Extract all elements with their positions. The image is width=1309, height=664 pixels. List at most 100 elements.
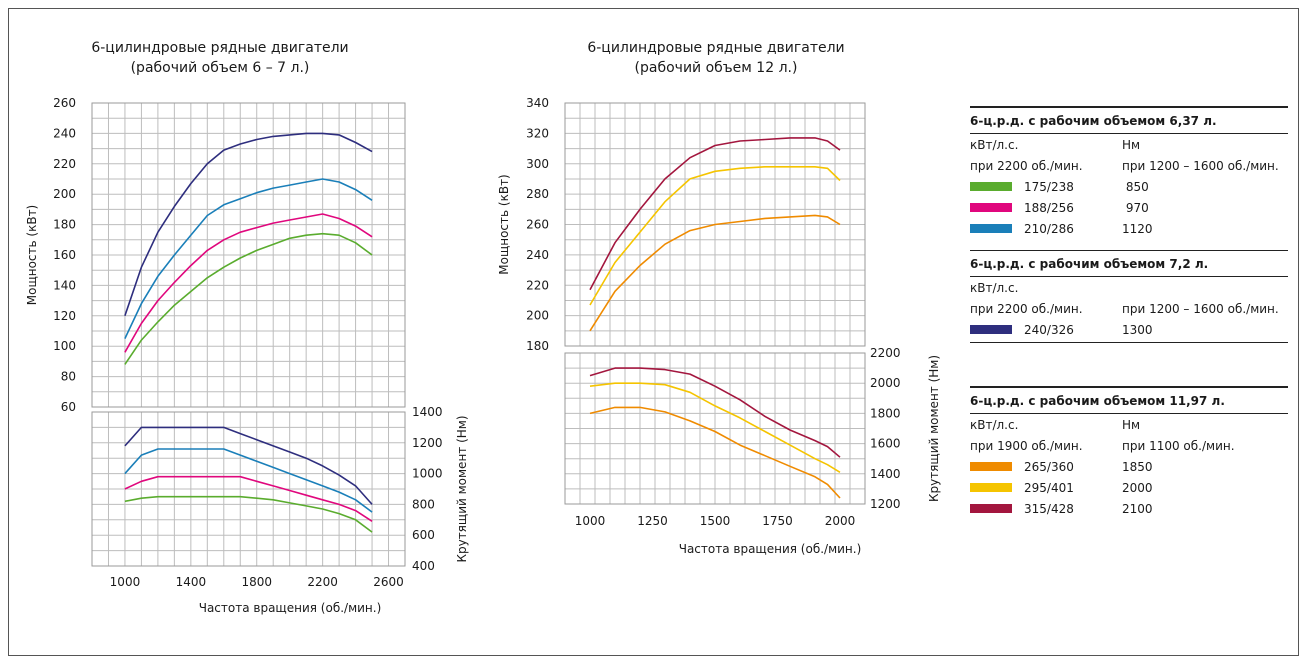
y-tick-label: 260 (53, 96, 76, 110)
legend-unit-power: кВт/л.с. (970, 280, 1019, 295)
power-series-line (124, 132, 373, 317)
legend-swatch (970, 325, 1012, 334)
torque-series-line (124, 475, 373, 522)
y-tick-label: 80 (61, 370, 76, 384)
x-tick-label: 1750 (762, 514, 793, 528)
legend-block-1: 6-ц.р.д. с рабочим объемом 6,37 л. кВт/л… (970, 106, 1288, 239)
y-tick-label: 60 (61, 400, 76, 414)
power-series-line (589, 137, 841, 291)
legend-entry: 265/360 1850 (970, 456, 1288, 477)
y-tick-label: 240 (526, 248, 549, 262)
figure-frame (8, 8, 1299, 656)
legend-swatch (970, 462, 1012, 471)
torque-panel-border (564, 352, 866, 505)
y-tick-label-right: 800 (412, 497, 435, 511)
x-axis-label: Частота вращения (об./мин.) (199, 601, 382, 615)
legend-swatch (970, 203, 1012, 212)
legend-cond-torque: при 1200 – 1600 об./мин. (1122, 301, 1279, 316)
y-tick-label-right: 1000 (412, 467, 443, 481)
torque-series-line (124, 448, 373, 513)
y-tick-label-right: 1200 (870, 497, 901, 511)
torque-series-line (589, 406, 841, 499)
legend-units-row: кВт/л.с. Нм (970, 134, 1288, 155)
power-series-line (589, 214, 841, 332)
y-tick-label: 260 (526, 218, 549, 232)
y-tick-label: 300 (526, 157, 549, 171)
torque-series-line (589, 367, 841, 458)
y-tick-label: 100 (53, 339, 76, 353)
y-axis-label: Мощность (кВт) (25, 205, 39, 306)
legend-entry: 210/286 1120 (970, 218, 1288, 239)
y-tick-label-right: 600 (412, 528, 435, 542)
power-series-line (589, 166, 841, 306)
y-tick-label: 220 (53, 157, 76, 171)
y-tick-label: 280 (526, 187, 549, 201)
legend-cond-row: при 2200 об./мин. при 1200 – 1600 об./ми… (970, 298, 1288, 319)
y-tick-label: 340 (526, 96, 549, 110)
legend-entry: 188/256 970 (970, 197, 1288, 218)
legend-power: 315/428 (1024, 501, 1074, 516)
y-tick-label: 320 (526, 126, 549, 140)
legend-swatch (970, 504, 1012, 513)
power-series-line (124, 232, 373, 365)
y-tick-label: 220 (526, 278, 549, 292)
legend-title: 6-ц.р.д. с рабочим объемом 7,2 л. (970, 250, 1288, 277)
y-tick-label: 200 (53, 187, 76, 201)
y-tick-label: 200 (526, 309, 549, 323)
power-series-line (124, 178, 373, 339)
torque-panel-border (91, 411, 406, 567)
x-axis-label: Частота вращения (об./мин.) (679, 542, 862, 556)
torque-series-line (589, 382, 841, 473)
x-tick-label: 2200 (307, 575, 338, 589)
chart-title: 6-цилиндровые рядные двигатели (587, 40, 844, 56)
chart-subtitle: (рабочий объем 6 – 7 л.) (131, 60, 310, 76)
legend-power: 265/360 (1024, 459, 1074, 474)
legend-unit-power: кВт/л.с. (970, 137, 1019, 152)
legend-power: 295/401 (1024, 480, 1074, 495)
y-tick-label-right: 1400 (870, 467, 901, 481)
power-series-line (124, 213, 373, 353)
legend-torque: 850 (1122, 179, 1149, 194)
legend-torque: 1850 (1122, 459, 1153, 474)
y-tick-label-right: 1200 (412, 436, 443, 450)
legend-entry: 295/401 2000 (970, 477, 1288, 498)
legend-cond-power: при 2200 об./мин. (970, 158, 1083, 173)
legend-swatch (970, 483, 1012, 492)
legend-cond-torque: при 1200 – 1600 об./мин. (1122, 158, 1279, 173)
y-tick-label: 120 (53, 309, 76, 323)
power-panel-border (91, 102, 406, 408)
legend-unit-power: кВт/л.с. (970, 417, 1019, 432)
legend-entry: 240/326 1300 (970, 319, 1288, 340)
y-tick-label-right: 400 (412, 559, 435, 573)
legend-title: 6-ц.р.д. с рабочим объемом 11,97 л. (970, 386, 1288, 414)
y-tick-label: 160 (53, 248, 76, 262)
legend-block-2: 6-ц.р.д. с рабочим объемом 7,2 л. кВт/л.… (970, 250, 1288, 343)
x-tick-label: 1500 (700, 514, 731, 528)
y-tick-label-right: 1600 (870, 437, 901, 451)
legend-torque: 970 (1122, 200, 1149, 215)
torque-series-line (124, 426, 373, 505)
y-tick-label-right: 1400 (412, 405, 443, 419)
legend-cond-power: при 1900 об./мин. (970, 438, 1083, 453)
legend-units-row: кВт/л.с. Нм (970, 414, 1288, 435)
y-axis-label: Мощность (кВт) (497, 174, 511, 275)
y-tick-label: 180 (53, 218, 76, 232)
y-tick-label: 240 (53, 126, 76, 140)
legend-swatch (970, 182, 1012, 191)
legend-torque: 1300 (1122, 322, 1153, 337)
legend-unit-torque: Нм (1122, 137, 1141, 152)
y-tick-label: 140 (53, 278, 76, 292)
legend-cond-torque: при 1100 об./мин. (1122, 438, 1235, 453)
legend-torque: 1120 (1122, 221, 1153, 236)
legend-cond-row: при 2200 об./мин. при 1200 – 1600 об./ми… (970, 155, 1288, 176)
legend-unit-torque: Нм (1122, 417, 1141, 432)
legend-cond-row: при 1900 об./мин. при 1100 об./мин. (970, 435, 1288, 456)
legend-power: 188/256 (1024, 200, 1074, 215)
legend-swatch (970, 224, 1012, 233)
legend-entry: 315/428 2100 (970, 498, 1288, 519)
x-tick-label: 1800 (241, 575, 272, 589)
legend-block-3: 6-ц.р.д. с рабочим объемом 11,97 л. кВт/… (970, 386, 1288, 519)
legend-entry: 175/238 850 (970, 176, 1288, 197)
power-panel-border (564, 102, 866, 347)
y-tick-label-right: 2000 (870, 376, 901, 390)
